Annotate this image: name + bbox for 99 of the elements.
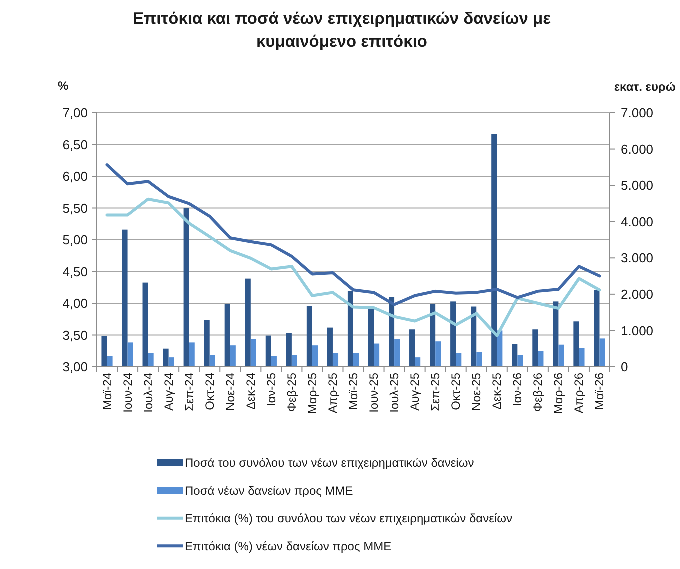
y-axis-title: % (58, 79, 69, 93)
bar (374, 344, 380, 367)
x-tick-label: Ιουν-24 (120, 372, 135, 413)
bar (230, 346, 236, 367)
y2-axis-title: εκατ. ευρώ (614, 80, 676, 94)
y-tick-label: 4,00 (62, 296, 88, 312)
bar (600, 338, 606, 367)
y2-tick-label: 2.000 (621, 286, 654, 302)
y2-tick-label: 7.000 (621, 106, 654, 121)
bar (430, 304, 436, 367)
x-tick-label: Φεβ-25 (284, 372, 299, 412)
bar (168, 358, 174, 367)
x-tick-label: Ιαν-25 (264, 372, 278, 407)
bar (579, 348, 585, 367)
bar (312, 346, 318, 367)
x-tick-label: Ιαν-26 (510, 372, 525, 407)
bar (306, 306, 312, 367)
x-tick-label: Ιουλ-24 (141, 372, 156, 413)
bar (553, 302, 559, 367)
bar (574, 322, 580, 367)
line-series (106, 198, 602, 338)
y2-tick-label: 4.000 (621, 214, 654, 230)
x-tick-label: Μαϊ-26 (592, 372, 607, 410)
bar (415, 358, 421, 367)
x-tick-label: Αυγ-24 (162, 372, 176, 411)
x-tick-label: Ιουν-25 (367, 372, 382, 413)
bar (102, 336, 108, 367)
bar (476, 352, 482, 367)
legend-label: Επιτόκια (%) νέων δανείων προς ΜΜΕ (185, 539, 392, 554)
bar (471, 306, 477, 367)
bar (271, 356, 277, 367)
legend-label: Επιτόκια (%) του συνόλου των νέων επιχειρηματικών δανείων (185, 512, 512, 526)
y-tick-label: 5,00 (62, 232, 88, 248)
y2-tick-label: 3.000 (621, 250, 654, 266)
bar (122, 230, 128, 367)
y2-tick-label: 5.000 (621, 178, 654, 194)
bar (456, 353, 462, 367)
x-tick-label: Μαϊ-24 (100, 372, 114, 410)
bar (532, 330, 538, 367)
x-tick-label: Νοε-24 (223, 372, 238, 412)
y2-tick-label: 1.000 (621, 323, 654, 338)
bar (332, 353, 339, 367)
legend-label: Ποσά νέων δανείων προς ΜΜΕ (185, 484, 354, 498)
y-tick-label: 3,00 (62, 360, 88, 375)
x-tick-label: Απρ-26 (572, 372, 586, 414)
bar (184, 208, 190, 367)
x-tick-label: Απρ-25 (326, 372, 340, 414)
bar (210, 355, 216, 367)
bar (348, 291, 354, 367)
bar (142, 282, 148, 367)
bar (394, 339, 400, 367)
bar (266, 336, 272, 367)
x-tick-label: Μαρ-25 (305, 372, 320, 414)
line-series (106, 164, 602, 306)
bar (128, 342, 134, 367)
bar (250, 339, 256, 367)
y-tick-label: 3,50 (62, 328, 88, 343)
y-tick-label: 6,50 (62, 137, 88, 152)
bar (204, 320, 210, 367)
x-tick-label: Ιουλ-25 (388, 372, 402, 413)
y-tick-label: 7,00 (62, 106, 88, 121)
legend-label: Ποσά του συνόλου των νέων επιχειρηματικών δανείων (185, 456, 474, 470)
x-tick-label: Μαρ-26 (552, 372, 566, 414)
bar (436, 342, 442, 367)
bar (538, 351, 544, 367)
y2-tick-label: 0 (621, 360, 628, 375)
y-tick-label: 6,00 (62, 169, 88, 184)
chart-title: Επιτόκια και ποσά νέων επιχειρηματικών δανείων με κυμαινόμενο επιτόκιο (133, 10, 552, 51)
bar (327, 328, 333, 367)
x-tick-label: Δεκ-25 (490, 372, 504, 410)
y2-tick-label: 6.000 (621, 142, 654, 157)
x-tick-label: Μαϊ-25 (346, 372, 360, 410)
bar (107, 356, 113, 367)
x-tick-label: Αυγ-25 (408, 372, 422, 411)
y-tick-label: 5,50 (62, 200, 88, 216)
bar (189, 342, 195, 367)
x-tick-label: Δεκ-24 (244, 372, 258, 410)
x-tick-label: Νοε-25 (470, 372, 484, 412)
bar (354, 353, 360, 367)
y-tick-label: 4,50 (62, 264, 88, 280)
bar (512, 344, 518, 367)
bar (245, 278, 251, 367)
bar (518, 355, 524, 367)
bar (148, 353, 154, 367)
bar (594, 290, 600, 367)
bar (450, 302, 456, 367)
bar (492, 134, 498, 367)
bar (163, 348, 169, 367)
bar (558, 344, 564, 367)
bar (292, 355, 298, 367)
bar (410, 330, 416, 367)
x-tick-label: Σεπ-24 (182, 372, 196, 412)
x-tick-label: Φεβ-26 (531, 372, 546, 412)
bar (368, 308, 374, 367)
bar (224, 304, 230, 367)
bar (286, 333, 292, 367)
x-tick-label: Σεπ-25 (428, 372, 443, 412)
x-tick-label: Οκτ-24 (202, 372, 217, 410)
x-tick-label: Οκτ-25 (449, 372, 464, 410)
